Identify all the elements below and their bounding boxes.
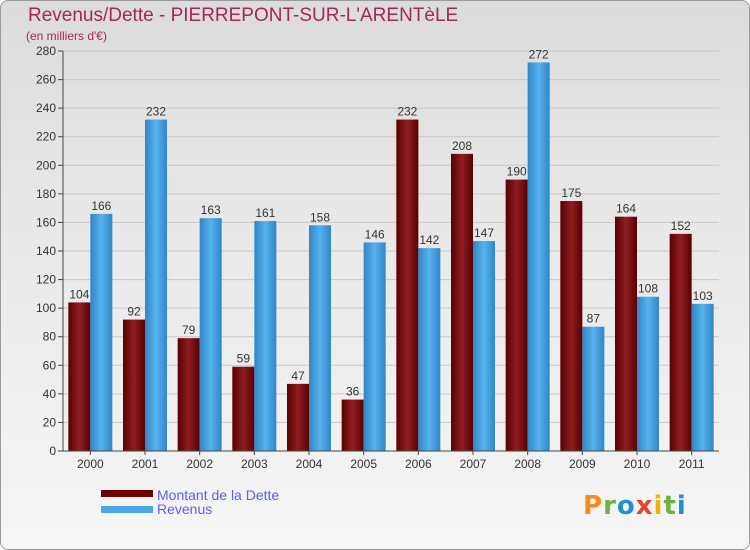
legend-swatch-revenus <box>101 506 153 513</box>
revenus-bar <box>637 296 659 451</box>
x-tick-label: 2005 <box>350 457 377 471</box>
y-tick-label: 20 <box>43 415 57 429</box>
y-tick-label: 200 <box>36 158 56 172</box>
debt-bar-value-label: 104 <box>69 287 89 301</box>
x-tick-label: 2009 <box>569 457 596 471</box>
debt-bar-value-label: 36 <box>346 385 360 399</box>
revenus-bar <box>527 62 550 452</box>
x-tick-label: 2001 <box>132 457 159 471</box>
debt-bar-value-label: 232 <box>397 105 417 119</box>
revenus-bar-value-label: 147 <box>474 226 494 240</box>
revenus-bar-value-label: 161 <box>255 206 275 220</box>
debt-bar-value-label: 47 <box>291 369 305 383</box>
revenus-bar-value-label: 166 <box>91 199 111 213</box>
legend-label-revenus: Revenus <box>157 501 213 517</box>
debt-bar <box>232 366 255 451</box>
revenus-bar-value-label: 163 <box>201 203 221 217</box>
x-tick-label: 2011 <box>679 457 705 471</box>
x-tick-label: 2004 <box>296 457 323 471</box>
proxiti-logo: Proxiti <box>583 491 687 521</box>
revenus-bar-value-label: 146 <box>365 227 385 241</box>
debt-bar <box>669 233 692 451</box>
y-tick-label: 0 <box>49 444 56 458</box>
revenus-bar <box>199 218 222 451</box>
debt-bar-value-label: 208 <box>452 139 472 153</box>
y-tick-label: 80 <box>43 330 57 344</box>
revenus-bar <box>691 303 714 451</box>
debt-bar <box>505 179 528 452</box>
revenus-bar-value-label: 142 <box>419 233 439 247</box>
x-tick-label: 2002 <box>186 457 213 471</box>
y-tick-label: 120 <box>36 273 56 287</box>
revenus-bar-value-label: 108 <box>638 282 658 296</box>
revenus-bar-value-label: 158 <box>310 210 330 224</box>
debt-bar-value-label: 190 <box>507 165 527 179</box>
x-tick-label: 2003 <box>241 457 268 471</box>
y-tick-label: 260 <box>36 73 56 87</box>
revenus-bar <box>473 241 495 451</box>
debt-bar-value-label: 152 <box>671 219 691 233</box>
x-tick-label: 2008 <box>514 457 541 471</box>
legend-swatch-debt <box>101 490 153 497</box>
y-tick-label: 140 <box>36 244 56 258</box>
revenus-bar <box>309 225 331 451</box>
debt-bar <box>396 119 419 452</box>
revenus-bar <box>254 221 277 451</box>
debt-bar-value-label: 175 <box>561 186 581 200</box>
x-tick-label: 2000 <box>77 457 104 471</box>
legend-label-debt: Montant de la Dette <box>157 487 280 503</box>
debt-bar <box>560 201 583 451</box>
debt-bar-value-label: 164 <box>616 202 636 216</box>
chart-subtitle: (en milliers d'€) <box>26 29 107 43</box>
debt-bar <box>68 302 91 451</box>
chart-title: Revenus/Dette - PIERREPONT-SUR-L'ARENTèL… <box>28 5 459 26</box>
revenus-bar <box>582 326 605 451</box>
x-tick-label: 2007 <box>460 457 487 471</box>
debt-bar <box>287 383 309 451</box>
revenus-bar <box>90 213 113 451</box>
y-tick-label: 240 <box>36 101 56 115</box>
x-tick-label: 2006 <box>405 457 432 471</box>
revenus-bar-value-label: 103 <box>693 289 713 303</box>
debt-bar-value-label: 92 <box>127 305 141 319</box>
debt-bar <box>615 216 637 451</box>
debt-bar <box>451 153 473 451</box>
y-tick-label: 180 <box>36 187 56 201</box>
y-tick-label: 160 <box>36 215 56 229</box>
debt-bar-value-label: 79 <box>182 323 196 337</box>
revenus-bar <box>418 248 441 451</box>
y-tick-label: 40 <box>43 387 57 401</box>
y-tick-label: 220 <box>36 130 56 144</box>
revenus-bar <box>363 242 386 451</box>
debt-bar <box>341 399 364 451</box>
debt-bar <box>177 338 200 451</box>
x-tick-label: 2010 <box>624 457 651 471</box>
revenus-bar <box>145 119 167 452</box>
revenus-bar-value-label: 87 <box>587 312 601 326</box>
revenus-bar-value-label: 272 <box>529 47 549 61</box>
revenus-bar-value-label: 232 <box>146 105 166 119</box>
debt-bar <box>123 319 145 451</box>
debt-bar-value-label: 59 <box>237 352 251 366</box>
y-tick-label: 100 <box>36 301 56 315</box>
y-tick-label: 60 <box>43 358 57 372</box>
y-tick-label: 280 <box>36 44 56 58</box>
